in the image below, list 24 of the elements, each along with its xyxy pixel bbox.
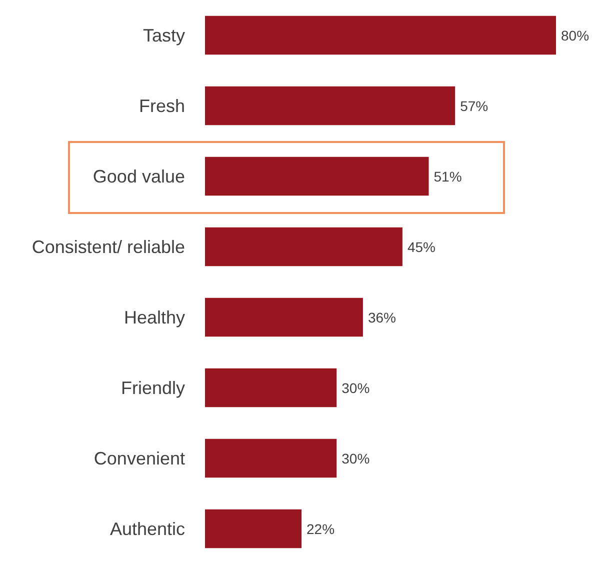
data-label: 22%: [306, 520, 335, 537]
bar: [205, 16, 556, 55]
bar: [205, 86, 456, 126]
data-label: 36%: [368, 309, 396, 326]
data-label: 80%: [561, 27, 590, 44]
y-tick-label: Fresh: [138, 96, 185, 116]
bar: [205, 227, 402, 266]
data-label: 30%: [342, 450, 370, 466]
y-tick-label: Healthy: [124, 307, 185, 328]
y-tick-label: Consistent/ reliable: [32, 236, 185, 257]
bar: [205, 156, 429, 196]
data-label: 30%: [342, 380, 370, 396]
bar: [205, 509, 302, 548]
data-label: 51%: [434, 168, 462, 184]
bar: [205, 368, 337, 408]
bar: [205, 298, 363, 337]
data-label: 45%: [407, 238, 436, 255]
data-label: 57%: [460, 98, 488, 114]
y-tick-label: Convenient: [94, 448, 185, 468]
y-tick-label: Tasty: [142, 25, 185, 46]
y-tick-label: Friendly: [120, 378, 185, 398]
y-tick-label: Good value: [92, 166, 185, 186]
y-tick-label: Authentic: [110, 518, 185, 539]
bar: [205, 438, 337, 478]
